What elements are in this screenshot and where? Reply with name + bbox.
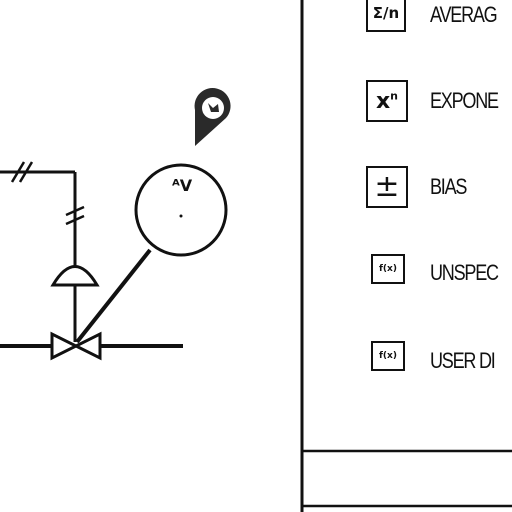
wireless-pin-icon bbox=[194, 88, 231, 146]
legend-label-exponent: EXPONE bbox=[430, 88, 499, 113]
bias-symbol-icon: ± bbox=[366, 166, 408, 208]
legend-label-unspecified: UNSPEC bbox=[430, 260, 499, 285]
instrument-connection-line bbox=[75, 248, 152, 344]
pneumatic-signal-line bbox=[0, 170, 77, 268]
instrument-label: ᴬV bbox=[172, 176, 193, 195]
unspecified-function-icon: f(x) bbox=[371, 254, 405, 284]
legend-label-bias: BIAS bbox=[430, 174, 467, 199]
instrument-bubble-icon bbox=[134, 163, 228, 257]
diaphragm-actuator bbox=[50, 265, 100, 287]
legend-label-user-defined: USER DI bbox=[430, 348, 496, 373]
signal-hash-marks-horizontal bbox=[10, 161, 34, 183]
user-defined-function-icon: f(x) bbox=[371, 341, 405, 371]
average-symbol-icon: Σ/n bbox=[366, 0, 406, 32]
exponent-symbol-icon: xn bbox=[366, 80, 408, 122]
signal-hash-marks-vertical bbox=[65, 205, 85, 226]
control-valve-icon bbox=[50, 331, 102, 361]
instrument-dot bbox=[179, 214, 183, 218]
legend-label-average: AVERAG bbox=[430, 2, 498, 27]
